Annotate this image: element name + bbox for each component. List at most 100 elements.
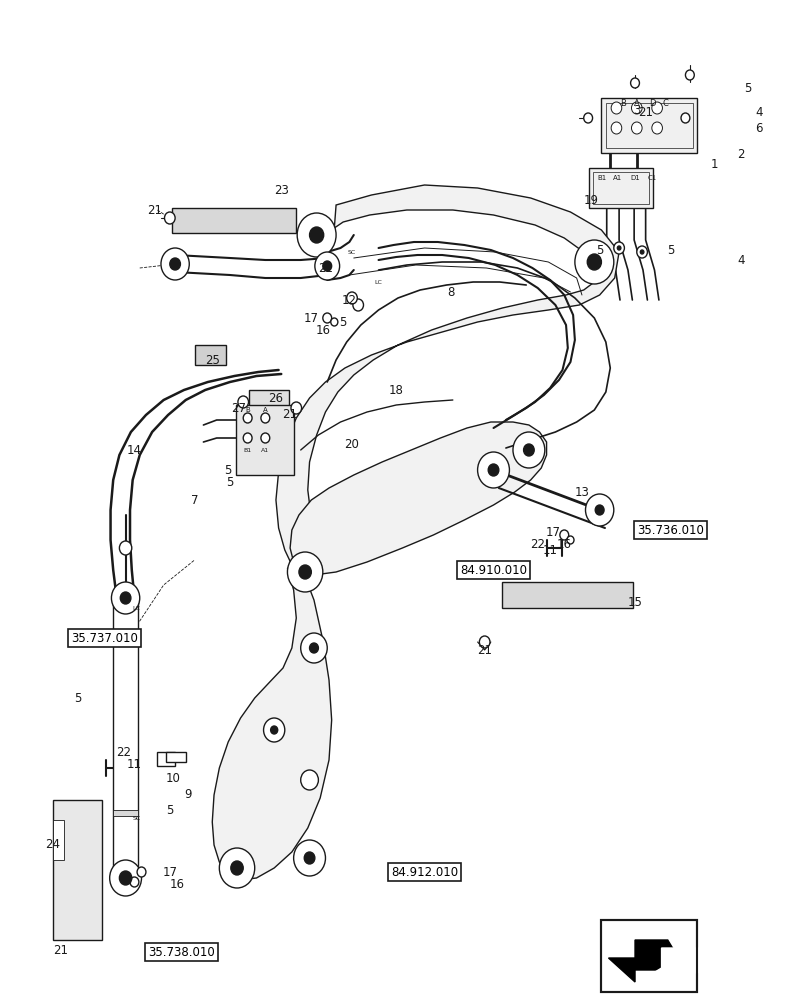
Circle shape [287,552,323,592]
Circle shape [309,227,324,243]
Text: 22: 22 [116,746,131,758]
Text: 17: 17 [545,526,560,538]
Text: 16: 16 [556,538,571,552]
Text: 16: 16 [169,879,184,892]
Text: 20: 20 [344,438,359,452]
Text: 18: 18 [388,383,403,396]
Polygon shape [276,185,618,575]
Circle shape [346,292,357,304]
Text: 11: 11 [127,758,142,772]
Text: 9: 9 [183,788,191,802]
Polygon shape [607,940,680,982]
Text: LC: LC [374,279,382,284]
Text: B: B [245,407,250,413]
Circle shape [300,770,318,790]
Text: B: B [620,99,626,107]
Circle shape [631,102,642,114]
Text: A1: A1 [261,448,269,452]
Text: 3: 3 [633,104,640,116]
Text: 21: 21 [637,106,652,119]
Bar [592,172,648,204]
Circle shape [523,444,534,456]
Text: 19: 19 [582,194,598,207]
Text: 5: 5 [595,243,603,256]
Circle shape [586,254,601,270]
Bar [166,752,186,762]
Circle shape [651,102,662,114]
Text: 26: 26 [268,391,283,404]
Text: 8: 8 [447,286,454,298]
Circle shape [137,867,146,877]
Circle shape [309,643,318,653]
Circle shape [616,246,620,250]
Circle shape [119,871,131,885]
Circle shape [219,848,255,888]
Circle shape [119,541,131,555]
Circle shape [169,258,180,270]
Text: 25: 25 [204,354,220,366]
Circle shape [487,464,498,476]
Circle shape [477,452,508,488]
Circle shape [260,433,269,443]
Circle shape [161,248,189,280]
Circle shape [243,413,251,423]
Circle shape [298,565,311,579]
Bar [53,820,63,860]
Circle shape [513,432,544,468]
Circle shape [230,861,243,875]
Text: 4: 4 [736,253,744,266]
Text: 21: 21 [147,204,162,217]
Circle shape [323,313,331,323]
Text: 84.912.010: 84.912.010 [390,865,457,879]
Bar [249,390,289,428]
Circle shape [294,840,325,876]
Text: A1: A1 [612,175,621,181]
Circle shape [111,582,139,614]
Text: 23: 23 [273,184,289,196]
Circle shape [270,726,277,734]
Circle shape [583,113,592,123]
Text: 5: 5 [226,476,234,488]
Bar [53,800,101,940]
Bar [236,405,294,475]
Text: C1: C1 [646,175,655,181]
Circle shape [109,860,141,896]
Text: LC: LC [132,605,140,610]
Circle shape [594,505,603,515]
Circle shape [353,299,363,311]
Text: 1: 1 [710,158,718,172]
Circle shape [631,122,642,134]
Text: 5: 5 [743,82,750,95]
Circle shape [323,261,331,271]
Circle shape [478,636,489,648]
Text: SC: SC [132,816,141,820]
Circle shape [630,78,638,88]
Text: 14: 14 [127,444,142,456]
Text: SC: SC [347,249,356,254]
Circle shape [680,113,689,123]
Circle shape [611,122,621,134]
Circle shape [651,122,662,134]
Circle shape [566,536,573,544]
Text: 27: 27 [231,401,246,414]
Polygon shape [290,422,546,575]
Bar [113,598,138,878]
Text: 5: 5 [166,804,174,816]
Circle shape [585,494,613,526]
Text: 5: 5 [224,464,232,477]
Bar [502,582,633,608]
Text: 5: 5 [74,692,81,704]
Bar [588,168,652,208]
Text: 21: 21 [477,644,491,656]
Circle shape [243,433,251,443]
Text: 5: 5 [339,316,346,328]
Polygon shape [212,568,331,880]
Text: 17: 17 [303,312,319,324]
Text: A: A [633,99,639,107]
Circle shape [613,242,624,254]
Circle shape [297,213,336,257]
Text: 11: 11 [542,544,557,556]
Text: D: D [649,99,655,107]
Text: B1: B1 [597,175,606,181]
Circle shape [330,318,337,326]
